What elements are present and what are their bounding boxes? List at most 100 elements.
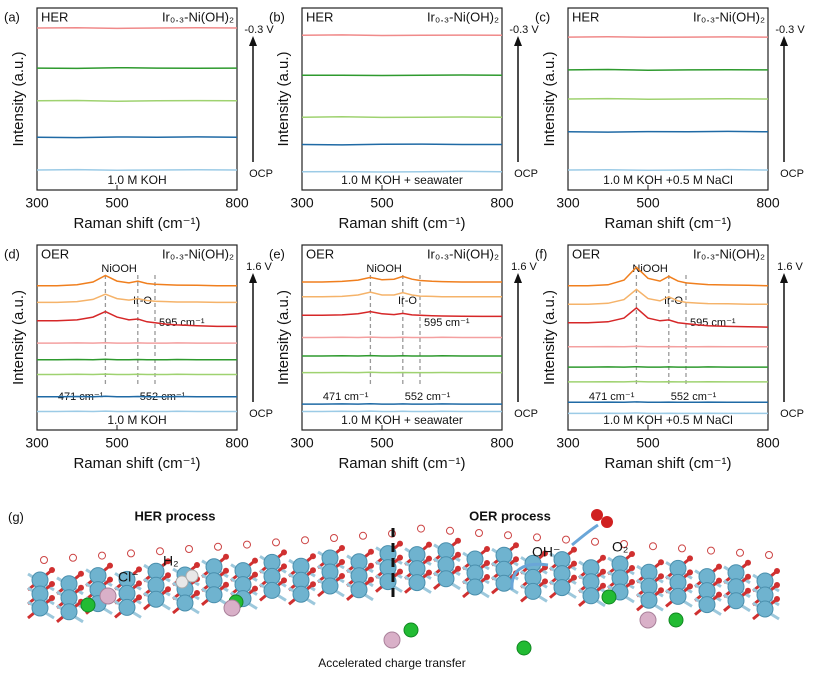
x-tick-label: 300	[25, 435, 49, 451]
o-site	[629, 551, 635, 557]
h2-label: H₂	[163, 553, 179, 569]
annotation: Ir-O	[398, 295, 417, 307]
arrow-bottom: OCP	[514, 408, 538, 420]
o-site	[658, 573, 664, 580]
o-site	[281, 563, 287, 570]
spectrum	[301, 74, 503, 77]
cl-ion	[403, 622, 419, 638]
arrow-top: 1.6 V	[246, 261, 272, 273]
o-site	[600, 568, 606, 575]
panel-sample: Ir₀.₃-Ni(OH)₂	[693, 246, 765, 261]
panel-sample: Ir₀.₃-Ni(OH)₂	[693, 9, 765, 24]
x-axis-label: Raman shift (cm⁻¹)	[338, 455, 465, 472]
spectrum	[301, 170, 503, 173]
h-site	[69, 553, 77, 562]
x-tick-label: 300	[25, 195, 49, 211]
y-axis-label: Intensity (a.u.)	[275, 51, 292, 146]
x-tick-label: 300	[290, 195, 314, 211]
h-atom	[175, 575, 189, 589]
o-site	[397, 568, 403, 575]
spectrum	[36, 66, 238, 70]
panel: (b) HER Ir₀.₃-Ni(OH)₂ 1.0 M KOH + seawater I…	[269, 7, 539, 232]
arrow-head	[514, 273, 522, 283]
o-site	[194, 590, 200, 596]
o-site	[339, 573, 345, 579]
o-site	[629, 565, 635, 571]
o-site	[281, 549, 287, 556]
caption: Accelerated charge transfer	[318, 656, 465, 670]
o-site	[223, 553, 229, 560]
o-site	[49, 595, 55, 601]
lattice	[27, 524, 780, 656]
arrow-head	[514, 36, 522, 46]
ni-atom	[640, 591, 658, 609]
ni-atom	[437, 570, 455, 588]
x-axis-label: Raman shift (cm⁻¹)	[604, 215, 731, 232]
o-site	[223, 567, 229, 574]
spectrum	[567, 130, 769, 133]
ni-atom	[31, 599, 49, 617]
o2-arrow	[571, 523, 599, 547]
panel-tag: HER	[572, 9, 599, 24]
o-site	[716, 563, 722, 570]
ir-atom	[99, 587, 117, 605]
ni-atom	[205, 586, 223, 604]
cl-label: Cl⁻	[118, 569, 139, 585]
o-site	[513, 556, 519, 563]
ni-atom	[756, 600, 774, 618]
panel-tag: HER	[41, 9, 68, 24]
o-site	[629, 579, 635, 585]
o-site	[658, 559, 664, 566]
spectrum	[568, 288, 768, 305]
ni-atom	[698, 596, 716, 614]
o-site	[107, 562, 113, 569]
panel: (d) OER Ir₀.₃-Ni(OH)₂ 1.0 M KOH Intensity (a…	[4, 244, 273, 472]
cl-ion	[516, 640, 532, 656]
o-site	[774, 568, 780, 574]
o-site	[136, 566, 142, 573]
o-atom	[591, 509, 603, 521]
x-tick-label: 800	[756, 195, 780, 211]
h-site	[185, 545, 193, 553]
o-site	[455, 537, 461, 544]
o-site	[310, 567, 316, 574]
peak-label: 471 cm⁻¹	[589, 391, 635, 403]
panel-tag: OER	[306, 246, 334, 261]
h-site	[243, 540, 251, 549]
h-site	[562, 535, 570, 544]
h-site	[330, 534, 338, 542]
h-site	[678, 544, 686, 553]
spectrum	[302, 275, 502, 283]
spectrum	[37, 310, 237, 328]
o-site	[397, 540, 403, 547]
o-site	[426, 569, 432, 576]
y-axis-label: Intensity (a.u.)	[541, 51, 558, 146]
o-site	[107, 576, 113, 583]
panel-sample: Ir₀.₃-Ni(OH)₂	[162, 246, 234, 261]
o-site	[136, 580, 142, 587]
oh-arrow	[510, 562, 549, 591]
spectrum	[37, 274, 237, 287]
arrow-top: -0.3 V	[244, 24, 274, 36]
arrow-bottom: OCP	[249, 168, 273, 180]
h-site	[475, 529, 483, 537]
electrolyte: 1.0 M KOH + seawater	[341, 413, 463, 427]
panel-label: (f)	[535, 246, 547, 261]
o-site	[687, 569, 693, 576]
panel: (c) HER Ir₀.₃-Ni(OH)₂ 1.0 M KOH +0.5 M NaCl…	[535, 7, 805, 232]
h-site	[446, 526, 454, 535]
plot-frame	[36, 244, 238, 431]
ni-atom	[553, 579, 571, 597]
x-axis-label: Raman shift (cm⁻¹)	[338, 215, 465, 232]
o-site	[78, 584, 84, 591]
annotation: NiOOH	[101, 263, 136, 275]
o-site	[368, 576, 374, 583]
spectrum	[567, 68, 769, 71]
o-site	[339, 545, 345, 551]
x-tick-label: 500	[636, 195, 660, 211]
h-site	[649, 542, 657, 551]
spectrum	[301, 116, 503, 119]
h-site	[707, 546, 715, 555]
o-site	[658, 587, 664, 594]
arrow-top: 1.6 V	[511, 261, 537, 273]
